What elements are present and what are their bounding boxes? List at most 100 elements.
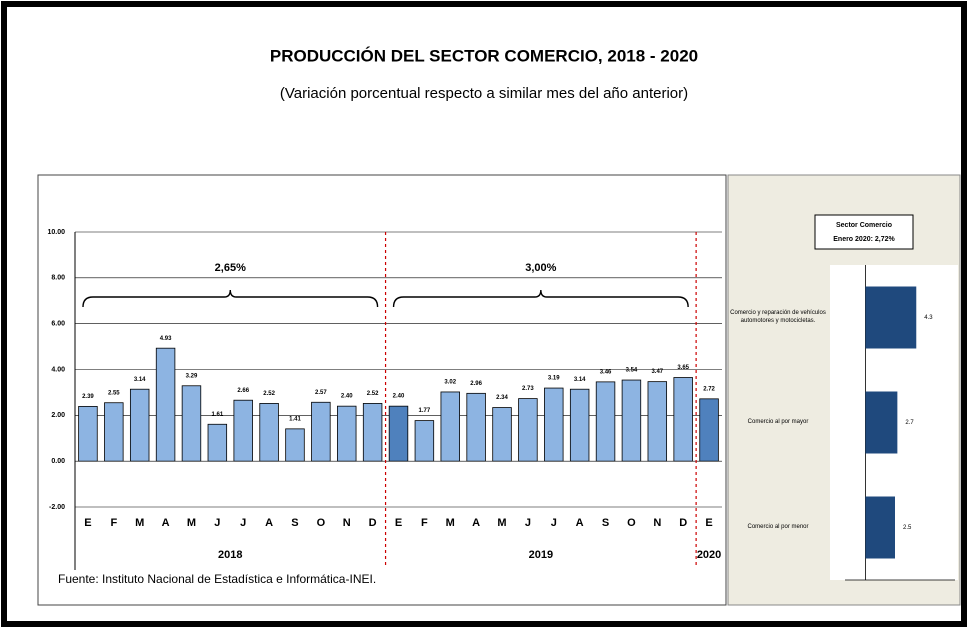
category-label-box: Comercio al por mayor: [747, 418, 809, 425]
x-tick-label: M: [187, 517, 196, 529]
x-tick-label: S: [602, 517, 609, 529]
value-label: 4.93: [160, 336, 172, 342]
x-tick-label: J: [240, 517, 246, 529]
bar: [233, 399, 253, 462]
value-label: 3.14: [574, 377, 586, 383]
bar: [865, 496, 895, 559]
bar: [865, 286, 917, 349]
value-label: 2.73: [522, 386, 534, 392]
bar: [311, 401, 331, 462]
value-label: 2.7: [905, 420, 914, 426]
value-label: 3.14: [134, 377, 146, 383]
bar: [865, 391, 898, 454]
annotation: 3,00%: [525, 262, 556, 274]
x-tick-label: S: [291, 517, 298, 529]
bar: [337, 405, 357, 462]
y-tick-label: 4.00: [51, 366, 65, 373]
bar: [285, 428, 305, 462]
bar: [181, 385, 202, 462]
y-tick-label: 6.00: [51, 321, 65, 328]
bar: [621, 379, 642, 462]
bar: [440, 391, 460, 462]
chart-title: PRODUCCIÓN DEL SECTOR COMERCIO, 2018 - 2…: [270, 46, 698, 65]
value-label: 1.77: [419, 408, 431, 414]
bar: [259, 403, 279, 462]
bar: [466, 392, 486, 462]
side-subtitle: Enero 2020: 2,72%: [833, 236, 895, 243]
x-tick-label: J: [525, 517, 531, 529]
value-label: 3.54: [626, 368, 638, 374]
bar: [414, 420, 435, 462]
value-label: 1.41: [289, 416, 301, 422]
value-label: 2.72: [703, 386, 715, 392]
category-label: Comercio y reparación de vehículos autom…: [730, 310, 826, 324]
x-tick-label: A: [472, 517, 480, 529]
value-label: 3.19: [548, 376, 560, 382]
group-label: 2020: [697, 549, 721, 561]
x-tick-label: M: [497, 517, 506, 529]
category-label: Comercio al por mayor: [747, 418, 809, 425]
value-label: 3.46: [600, 369, 612, 375]
category-label: Comercio al por menor: [747, 523, 809, 530]
y-tick-label: 0.00: [51, 458, 65, 465]
value-label: 2.52: [367, 391, 379, 397]
group-label: 2019: [529, 549, 553, 561]
y-tick-label: 10.00: [47, 229, 65, 236]
value-label: 2.96: [470, 381, 482, 387]
x-tick-label: A: [162, 517, 170, 529]
annotation: 2,65%: [215, 262, 246, 274]
x-tick-label: E: [705, 517, 712, 529]
y-tick-label: -2.00: [49, 504, 65, 511]
category-label-box: Comercio y reparación de vehículos autom…: [730, 310, 826, 324]
value-label: 2.5: [903, 525, 912, 531]
bar: [362, 403, 383, 462]
x-tick-label: M: [135, 517, 144, 529]
x-tick-label: M: [446, 517, 455, 529]
bar: [544, 387, 564, 462]
x-tick-label: D: [369, 517, 377, 529]
value-label: 3.02: [444, 380, 456, 386]
value-label: 2.39: [82, 394, 94, 400]
side-title-box: [814, 214, 914, 250]
y-tick-label: 2.00: [51, 412, 65, 419]
value-label: 4.3: [924, 315, 933, 321]
x-tick-label: A: [576, 517, 584, 529]
x-tick-label: N: [343, 517, 351, 529]
group-label: 2018: [218, 549, 242, 561]
bar: [647, 381, 668, 462]
value-label: 2.40: [393, 394, 405, 400]
category-label-box: Comercio al por menor: [747, 523, 809, 530]
value-label: 2.34: [496, 395, 508, 401]
bar: [104, 402, 124, 462]
brace: [392, 289, 689, 308]
value-label: 2.40: [341, 394, 353, 400]
bar: [595, 381, 616, 462]
x-tick-label: N: [653, 517, 661, 529]
bar: [78, 405, 98, 462]
value-label: 3.47: [651, 369, 663, 375]
value-label: 3.65: [677, 365, 689, 371]
chart-subtitle: (Variación porcentual respecto a similar…: [280, 85, 688, 102]
value-label: 2.52: [263, 391, 275, 397]
source: Fuente: Instituto Nacional de Estadístic…: [58, 572, 376, 586]
bar: [699, 398, 719, 462]
y-tick-label: 8.00: [51, 275, 65, 282]
value-label: 2.57: [315, 390, 327, 396]
x-tick-label: J: [551, 517, 557, 529]
x-tick-label: E: [395, 517, 402, 529]
bar: [518, 398, 538, 462]
side-title: Sector Comercio: [836, 222, 892, 229]
x-tick-label: E: [84, 517, 91, 529]
bar: [155, 347, 176, 462]
value-label: 2.66: [237, 388, 249, 394]
bar: [388, 405, 409, 462]
x-tick-label: A: [265, 517, 273, 529]
x-tick-label: F: [421, 517, 428, 529]
x-tick-label: F: [110, 517, 117, 529]
bar: [673, 377, 693, 462]
bar: [569, 388, 590, 462]
x-tick-label: J: [214, 517, 220, 529]
value-label: 1.61: [211, 412, 223, 418]
